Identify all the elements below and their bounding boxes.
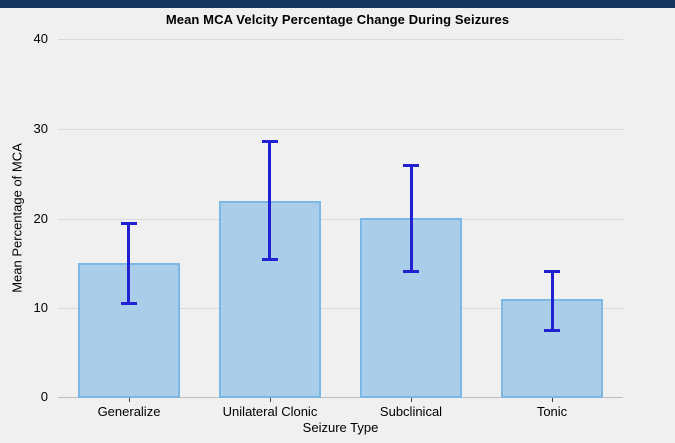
error-bar-stem [127,223,130,304]
x-tick [411,398,412,402]
error-bar-cap-top [262,140,278,143]
y-tick-label: 40 [33,31,48,46]
y-tick-label: 20 [33,211,48,226]
gridline-y-10 [58,308,623,309]
gridline-y-30 [58,129,623,130]
x-tick [270,398,271,402]
error-bar-cap-bottom [262,258,278,261]
error-bar-stem [410,165,413,272]
error-bar-stem [268,141,271,260]
chart-title: Mean MCA Velcity Percentage Change Durin… [165,12,510,27]
y-tick-label: 30 [33,121,48,136]
plot-area [58,39,623,398]
x-tick-label: Generalize [97,404,161,419]
x-tick [552,398,553,402]
error-bar-cap-bottom [544,329,560,332]
error-bar-cap-top [403,164,419,167]
gridline-y-20 [58,219,623,220]
x-axis-label: Seizure Type [302,420,379,435]
error-bar-cap-top [544,270,560,273]
x-tick [129,398,130,402]
x-tick-label: Tonic [536,404,568,419]
x-tick-label: Subclinical [379,404,443,419]
error-bar-cap-top [121,222,137,225]
x-tick-label: Unilateral Clonic [222,404,318,419]
error-bar-stem [551,271,554,331]
window-top-strip [0,0,675,8]
gridline-y-0 [58,397,623,398]
gridline-y-40 [58,39,623,40]
y-tick-label: 10 [33,300,48,315]
error-bar-cap-bottom [121,302,137,305]
error-bar-cap-bottom [403,270,419,273]
y-tick-label: 0 [40,389,48,404]
